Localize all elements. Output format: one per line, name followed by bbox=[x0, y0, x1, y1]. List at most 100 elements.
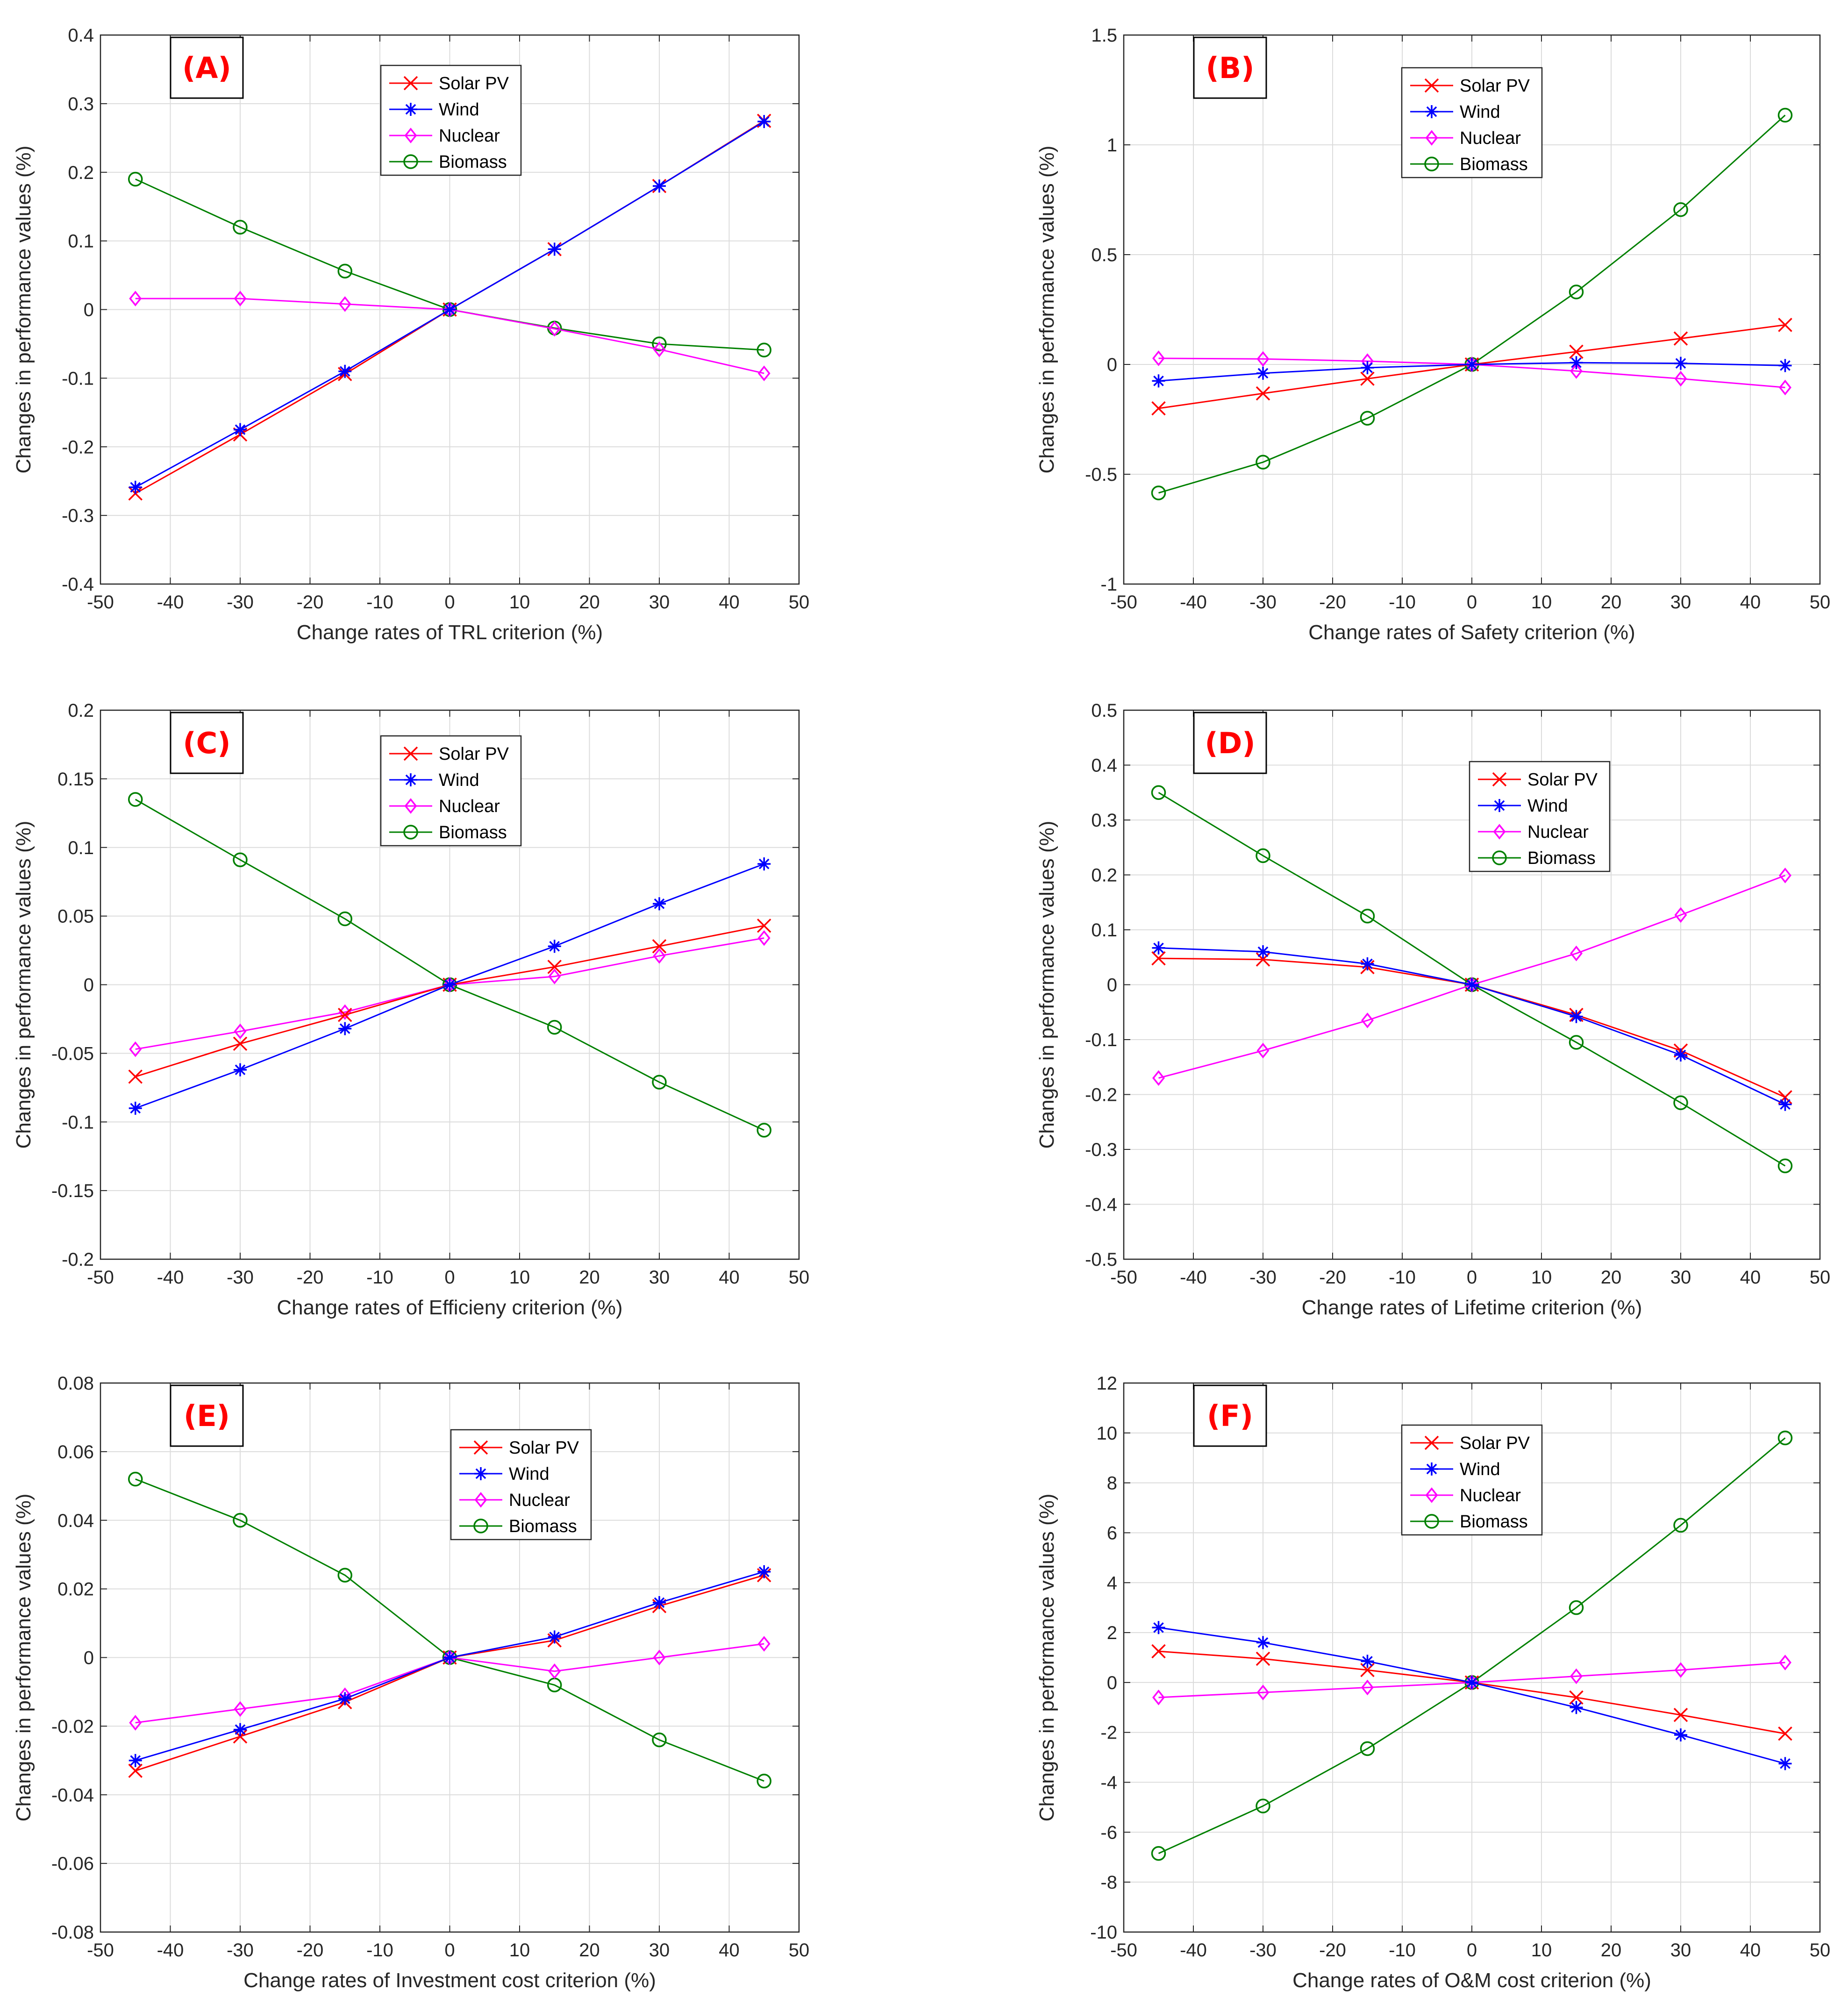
data-point-wind bbox=[1152, 374, 1165, 388]
x-tick-label: -50 bbox=[1110, 592, 1137, 613]
data-point-biomass bbox=[1777, 107, 1793, 123]
y-tick-label: -2 bbox=[1100, 1723, 1117, 1743]
legend-entry: Biomass bbox=[1527, 849, 1596, 868]
data-point-biomass bbox=[1777, 1430, 1793, 1446]
data-point-solar-pv bbox=[233, 1036, 248, 1051]
data-point-wind bbox=[1570, 356, 1583, 370]
x-tick-label: 0 bbox=[444, 592, 455, 613]
data-point-nuclear bbox=[1570, 1668, 1583, 1684]
x-tick-label: -40 bbox=[1180, 592, 1207, 613]
y-tick-label: -6 bbox=[1100, 1822, 1117, 1843]
series-wind bbox=[128, 857, 771, 1115]
data-point-biomass bbox=[547, 1020, 562, 1035]
legend-marker bbox=[1424, 1435, 1439, 1450]
data-point-nuclear bbox=[1779, 379, 1791, 396]
data-point-nuclear bbox=[129, 1041, 142, 1057]
data-point-wind bbox=[1152, 941, 1165, 955]
data-point-solar-pv bbox=[757, 918, 771, 933]
data-point-nuclear bbox=[1570, 363, 1583, 379]
legend-marker bbox=[473, 1440, 488, 1455]
data-point-nuclear bbox=[234, 291, 247, 307]
data-point-biomass bbox=[1569, 1035, 1584, 1050]
data-point-biomass bbox=[1256, 455, 1270, 470]
x-tick-label: -20 bbox=[1319, 592, 1346, 613]
data-point-biomass bbox=[652, 1733, 667, 1747]
y-tick-label: -0.15 bbox=[51, 1181, 94, 1201]
legend: Solar PV Wind Nuclear Biomass bbox=[450, 1429, 592, 1540]
x-tick-label: -40 bbox=[157, 1940, 184, 1961]
y-tick-label: 12 bbox=[1097, 1373, 1118, 1394]
y-tick-label: 0.05 bbox=[57, 906, 94, 927]
y-tick-label: -0.1 bbox=[1085, 1030, 1117, 1050]
y-tick-label: 0.1 bbox=[1091, 920, 1117, 941]
data-point-biomass bbox=[756, 342, 771, 357]
legend: Solar PV Wind Nuclear Biomass bbox=[1401, 67, 1543, 178]
series-wind bbox=[1152, 1621, 1792, 1770]
x-tick-label: 50 bbox=[789, 1940, 810, 1961]
data-point-biomass bbox=[337, 264, 352, 278]
data-point-solar-pv bbox=[1151, 1644, 1166, 1659]
legend-marker bbox=[403, 746, 418, 761]
legend-marker bbox=[1492, 772, 1507, 787]
x-tick-label: -10 bbox=[366, 1940, 393, 1961]
data-point-wind bbox=[1674, 357, 1687, 370]
legend-entry: Biomass bbox=[1460, 155, 1528, 174]
legend-entry: Solar PV bbox=[439, 74, 509, 93]
x-tick-label: -30 bbox=[1249, 592, 1277, 613]
data-point-biomass bbox=[1151, 485, 1166, 500]
y-tick-label: 0.4 bbox=[68, 25, 94, 46]
panel-tag: (B) bbox=[1206, 51, 1255, 85]
plot-frame bbox=[1123, 709, 1821, 1260]
data-point-solar-pv bbox=[652, 939, 667, 954]
legend-entry: Wind bbox=[439, 100, 479, 120]
x-tick-label: 20 bbox=[1601, 1940, 1622, 1961]
y-tick-label: 0.4 bbox=[1091, 756, 1117, 776]
legend-marker bbox=[474, 1492, 487, 1508]
data-point-wind bbox=[1778, 359, 1792, 372]
y-tick-label: 0.15 bbox=[57, 769, 94, 790]
x-axis-label: Change rates of O&M cost criterion (%) bbox=[1292, 1969, 1651, 1992]
y-tick-label: 1 bbox=[1107, 135, 1117, 156]
x-tick-label: 10 bbox=[1531, 1940, 1552, 1961]
legend-marker bbox=[474, 1467, 487, 1480]
chart-panel-4: -50 -40 -30 -20 -10 0 10 20 30 40 50 -0.5 -0.4 -0.3 -0… bbox=[1035, 700, 1830, 1319]
x-tick-label: 20 bbox=[1601, 1267, 1622, 1288]
x-tick-label: 20 bbox=[579, 1940, 600, 1961]
y-axis-label: Changes in performance values (%) bbox=[12, 1494, 35, 1822]
data-point-solar-pv bbox=[547, 960, 562, 974]
data-point-biomass bbox=[756, 1123, 771, 1138]
y-tick-label: -0.4 bbox=[1085, 1195, 1117, 1215]
legend-marker bbox=[403, 825, 418, 840]
data-point-nuclear bbox=[653, 341, 666, 357]
data-point-biomass bbox=[1673, 202, 1688, 217]
x-tick-label: 40 bbox=[1740, 592, 1761, 613]
x-tick-label: 40 bbox=[719, 1267, 740, 1288]
x-tick-label: 10 bbox=[509, 1940, 530, 1961]
data-point-wind bbox=[234, 1063, 247, 1077]
x-tick-label: 40 bbox=[1740, 1267, 1761, 1288]
legend-marker bbox=[1425, 1462, 1438, 1476]
legend-entry: Solar PV bbox=[1527, 770, 1598, 790]
x-tick-label: 10 bbox=[509, 592, 530, 613]
panel-tag-box bbox=[170, 712, 244, 774]
x-tick-label: -50 bbox=[87, 1267, 114, 1288]
x-tick-label: -30 bbox=[1249, 1940, 1277, 1961]
data-point-wind bbox=[128, 1754, 142, 1767]
data-point-nuclear bbox=[1674, 907, 1687, 923]
panel-tag: (D) bbox=[1205, 726, 1255, 760]
data-point-solar-pv bbox=[1778, 318, 1792, 332]
y-tick-label: 0.3 bbox=[1091, 810, 1117, 831]
y-axis-label: Changes in performance values (%) bbox=[1035, 821, 1058, 1149]
y-tick-label: 0.08 bbox=[57, 1373, 94, 1394]
data-point-biomass bbox=[1256, 1798, 1270, 1814]
data-point-wind bbox=[443, 1651, 457, 1664]
y-tick-label: 0.04 bbox=[57, 1511, 94, 1531]
data-point-solar-pv bbox=[1256, 1651, 1270, 1666]
y-tick-label: -0.3 bbox=[1085, 1140, 1117, 1160]
data-point-wind bbox=[128, 480, 142, 494]
data-point-nuclear bbox=[1152, 1070, 1165, 1086]
data-point-solar-pv bbox=[1673, 331, 1688, 346]
x-tick-label: -20 bbox=[1319, 1267, 1346, 1288]
data-point-nuclear bbox=[234, 1023, 247, 1040]
